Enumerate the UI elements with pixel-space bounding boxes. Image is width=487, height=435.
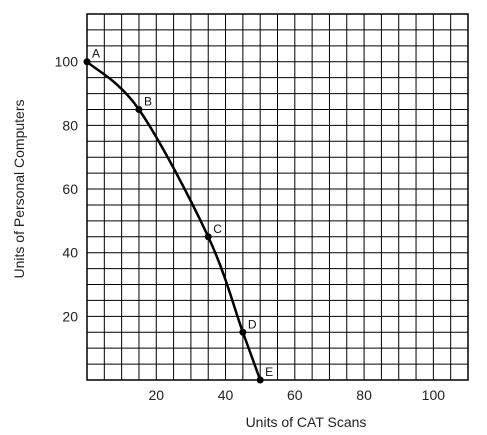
y-tick-label: 100	[55, 54, 79, 70]
point-label-e: E	[265, 365, 273, 379]
ppf-curve	[86, 60, 262, 381]
x-tick-label: 20	[148, 387, 164, 403]
y-axis-title: Units of Personal Computers	[11, 100, 27, 279]
x-tick-label: 100	[422, 387, 446, 403]
point-b	[135, 105, 143, 113]
point-a	[83, 58, 91, 66]
x-tick-labels: 20 40 60 80 100	[148, 387, 445, 403]
data-points: A B C D E	[83, 47, 273, 384]
x-tick-label: 40	[218, 387, 234, 403]
grid	[87, 14, 468, 380]
y-tick-label: 80	[62, 117, 78, 133]
y-tick-label: 60	[62, 181, 78, 197]
point-c	[204, 233, 212, 241]
plot-frame	[86, 13, 469, 381]
x-tick-label: 60	[287, 387, 303, 403]
y-tick-labels: 20 40 60 80 100	[55, 54, 79, 325]
x-tick-label: 80	[356, 387, 372, 403]
point-label-c: C	[213, 222, 222, 236]
point-d	[239, 328, 247, 336]
point-label-b: B	[144, 94, 152, 108]
y-tick-label: 20	[62, 308, 78, 324]
x-axis-title: Units of CAT Scans	[246, 414, 367, 430]
point-label-a: A	[92, 47, 100, 61]
point-e	[256, 376, 264, 384]
point-label-d: D	[248, 317, 257, 331]
y-tick-label: 40	[62, 245, 78, 261]
